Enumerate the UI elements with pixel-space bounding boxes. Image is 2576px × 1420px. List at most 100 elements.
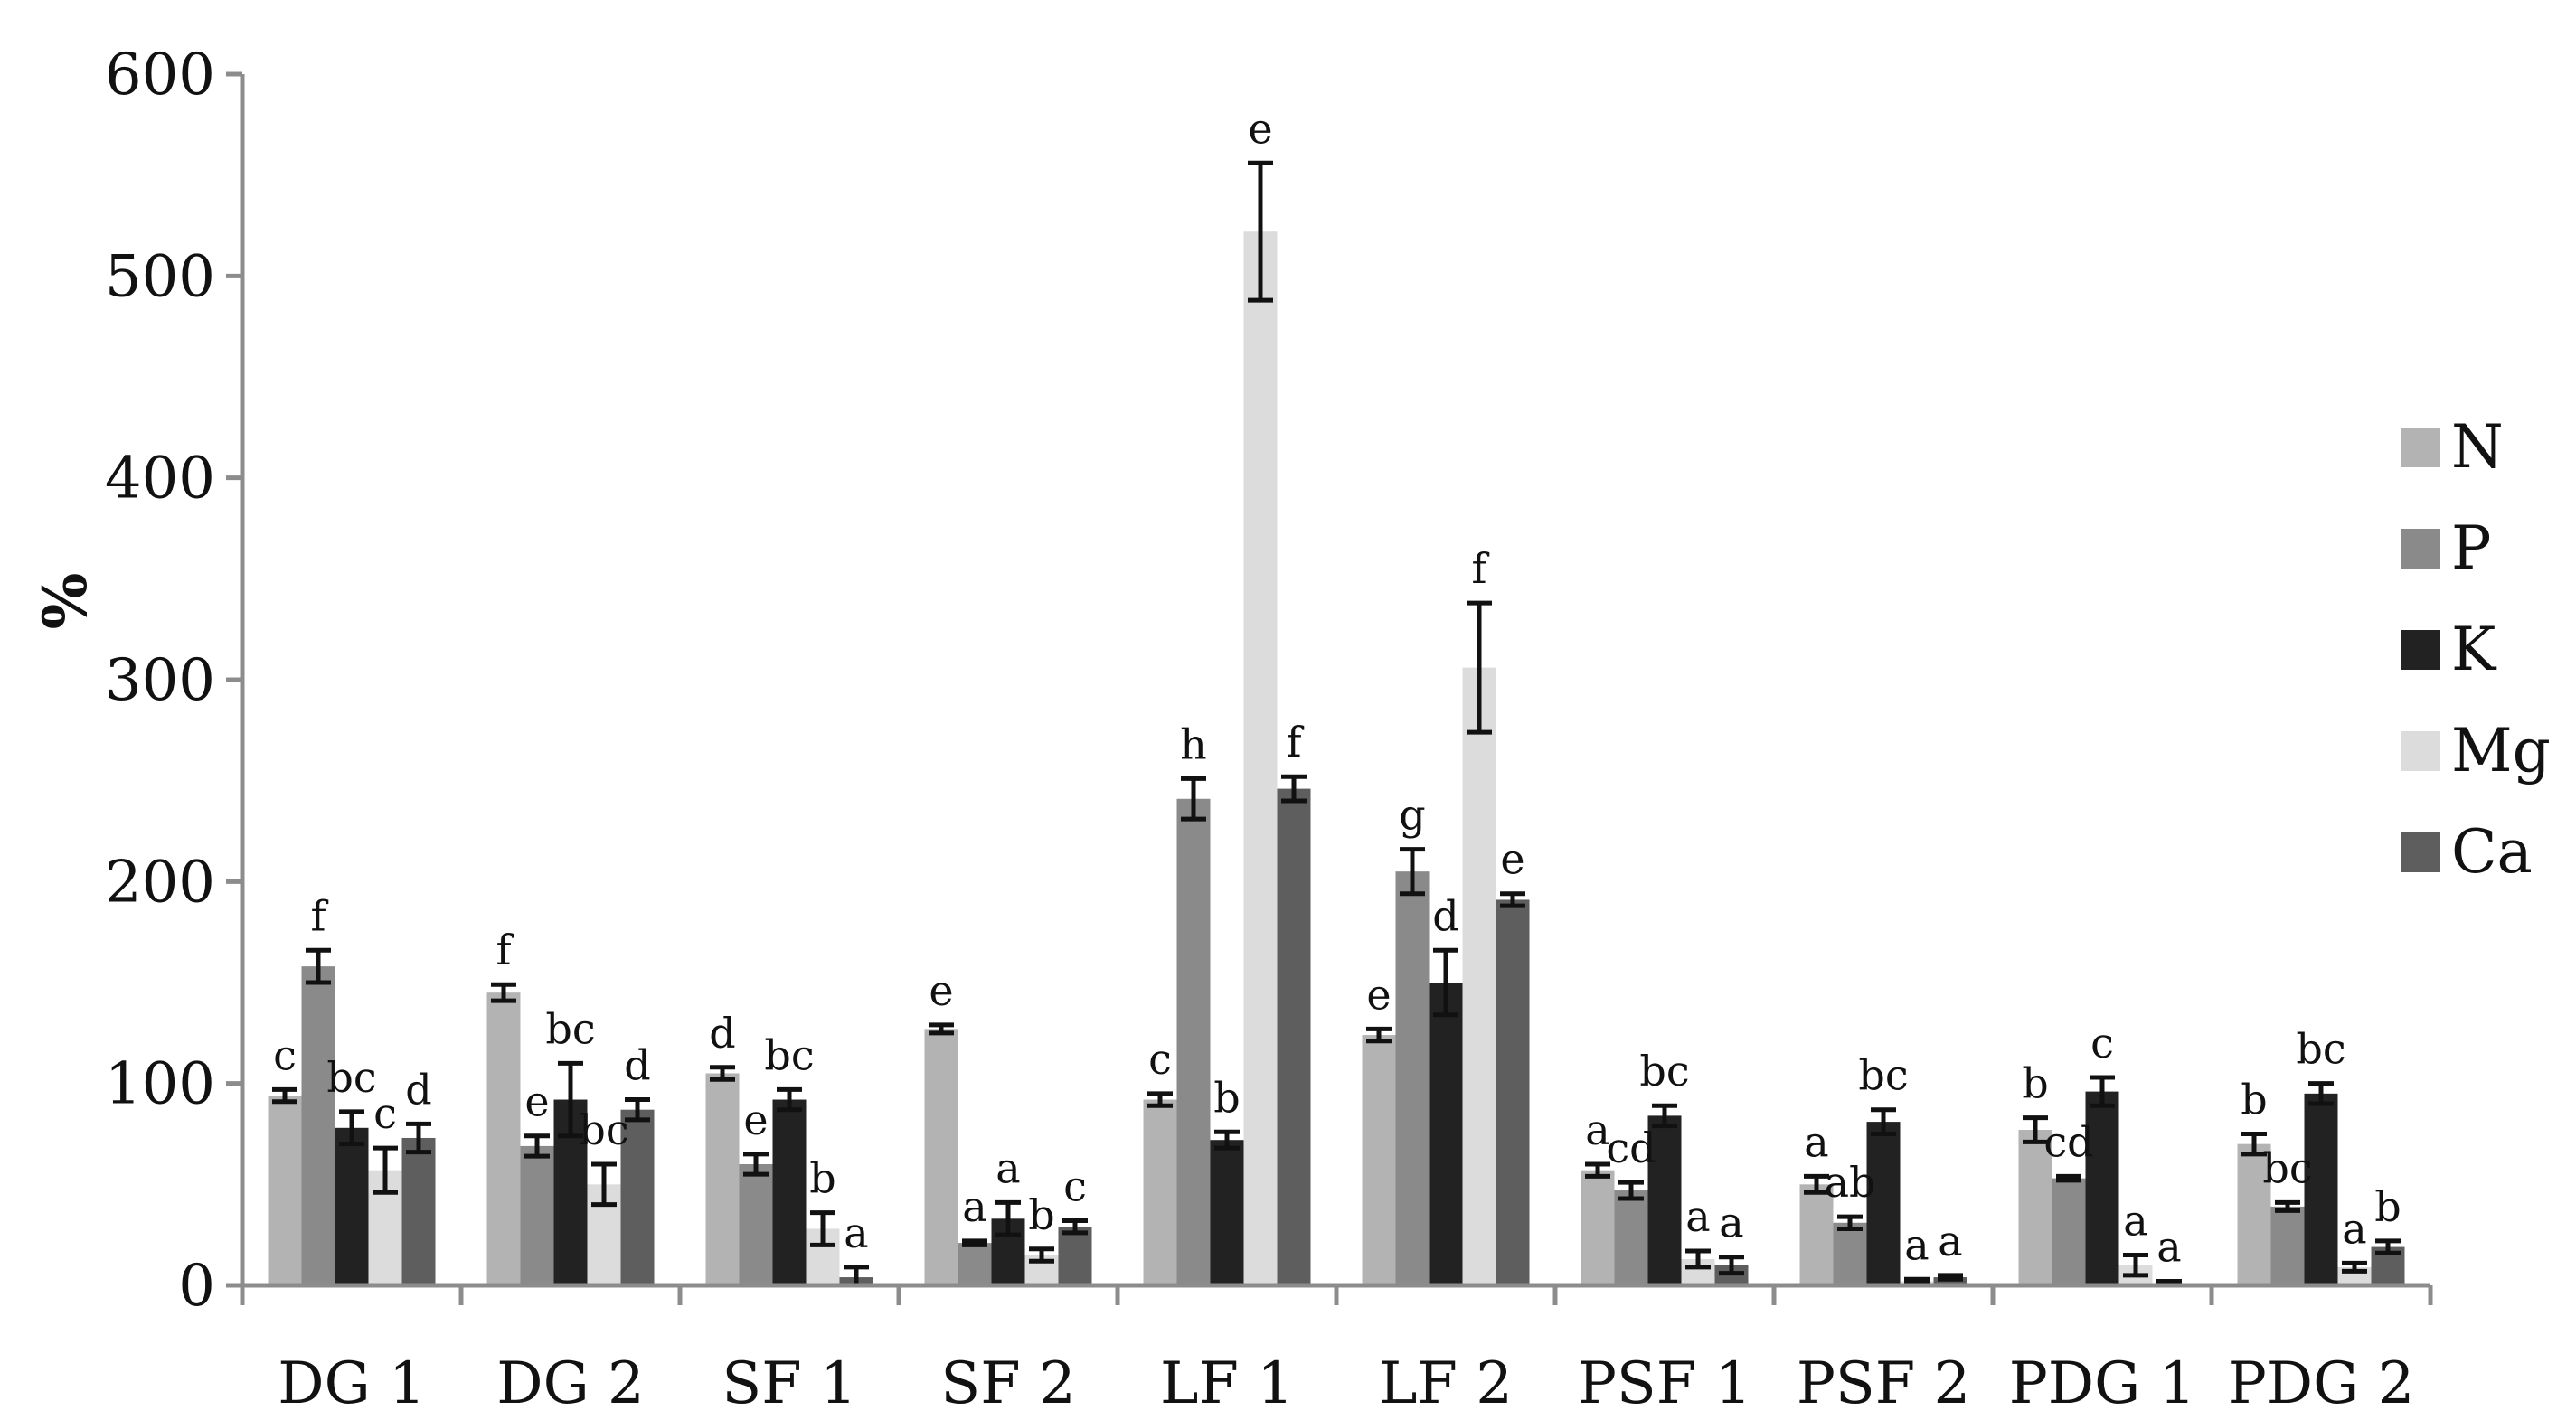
significance-letter: bc <box>2296 1025 2345 1074</box>
y-ticks-layer: 0 100 200 300 400 500 600 <box>105 42 242 1320</box>
significance-letter: b <box>1028 1190 1054 1239</box>
bar-p <box>1395 871 1430 1285</box>
significance-letter: e <box>1248 104 1272 153</box>
significance-letter: bc <box>545 1004 595 1053</box>
bar-p <box>958 1243 992 1285</box>
bar-k <box>1647 1115 1682 1285</box>
bar-p <box>2052 1178 2086 1285</box>
x-category-label: DG 2 <box>496 1350 645 1417</box>
y-tick-label: 500 <box>105 243 215 310</box>
bar-p <box>1176 798 1211 1285</box>
significance-letter: bc <box>764 1030 814 1079</box>
significance-letter: d <box>709 1009 735 1058</box>
legend: NPK Mg Ca <box>2401 412 2551 887</box>
bar-n <box>1799 1184 1834 1285</box>
bar-ca <box>1058 1227 1092 1285</box>
bar-p <box>1833 1222 1867 1285</box>
bar-n <box>705 1073 740 1285</box>
bar-k <box>772 1099 807 1285</box>
bars-layer <box>268 231 2405 1286</box>
significance-letter: e <box>929 966 953 1015</box>
significance-letter: a <box>995 1143 1020 1192</box>
y-tick-label: 200 <box>105 849 215 916</box>
significance-letter: a <box>844 1208 868 1257</box>
bar-p <box>739 1164 773 1285</box>
x-category-label: SF 1 <box>722 1350 856 1417</box>
legend-swatch-k <box>2401 630 2440 670</box>
significance-letter: a <box>2156 1223 2181 1272</box>
bar-k <box>1866 1122 1901 1285</box>
x-category-label: PDG 2 <box>2228 1350 2415 1417</box>
bar-n <box>486 992 521 1285</box>
bar-p <box>2270 1206 2305 1285</box>
significance-letter: a <box>962 1182 986 1231</box>
significance-letter: e <box>743 1096 768 1144</box>
significance-letter: g <box>1399 791 1425 840</box>
significance-letter: c <box>273 1030 297 1079</box>
significance-letter: a <box>1804 1117 1828 1166</box>
x-category-label: SF 2 <box>940 1350 1075 1417</box>
significance-letter: bc <box>326 1053 376 1102</box>
bar-k <box>335 1127 369 1285</box>
bar-ca <box>1496 899 1530 1285</box>
significance-letter: f <box>1471 544 1489 593</box>
significance-letter: bc <box>1858 1051 1908 1100</box>
bar-p <box>520 1145 554 1285</box>
bar-n <box>1362 1035 1396 1285</box>
significance-letter: e <box>524 1077 549 1126</box>
significance-letter: c <box>2090 1019 2114 1067</box>
significance-letter: f <box>495 926 514 974</box>
bar-n <box>924 1029 958 1285</box>
x-category-label: PSF 2 <box>1797 1350 1970 1417</box>
bar-k <box>2085 1091 2119 1285</box>
y-tick-label: 600 <box>105 42 215 108</box>
legend-swatch-ca <box>2401 832 2440 872</box>
significance-letter: b <box>2022 1059 2048 1108</box>
significance-letter: bc <box>2262 1143 2312 1192</box>
significance-letter: c <box>1148 1035 1172 1084</box>
significance-letter: a <box>1685 1192 1710 1241</box>
significance-letter: d <box>624 1041 650 1090</box>
legend-label: Mg <box>2451 716 2551 785</box>
bar-p <box>301 966 335 1285</box>
significance-letter: f <box>310 891 328 940</box>
significance-letter: a <box>2342 1204 2366 1253</box>
significance-letter: a <box>1719 1199 1743 1247</box>
legend-label: P <box>2451 513 2491 583</box>
y-tick-label: 400 <box>105 446 215 513</box>
significance-letter: b <box>809 1154 835 1203</box>
legend-swatch-p <box>2401 529 2440 569</box>
significance-letter: b <box>2374 1182 2401 1231</box>
significance-letter: e <box>1366 970 1391 1019</box>
bar-n <box>1143 1099 1177 1285</box>
bar-k <box>1210 1140 1244 1285</box>
significance-letter: cd <box>2043 1117 2093 1166</box>
x-categories-layer: DG 1 DG 2 SF 1 SF 2 LF 1 LF 2 PSF 1 PSF 2 PDG 1 P… <box>240 1285 2433 1417</box>
significance-letter: a <box>1904 1220 1929 1269</box>
bar-n <box>2237 1143 2271 1285</box>
legend-label: N <box>2451 412 2504 482</box>
x-category-label: PSF 1 <box>1578 1350 1751 1417</box>
x-category-label: LF 1 <box>1160 1350 1294 1417</box>
bar-k <box>1429 983 1463 1285</box>
significance-letter: ab <box>1825 1158 1876 1207</box>
bar-n <box>268 1096 302 1285</box>
bar-k <box>2304 1093 2338 1285</box>
significance-letter: a <box>2123 1197 2147 1246</box>
significance-letter: c <box>373 1089 397 1138</box>
legend-swatch-mg <box>2401 731 2440 771</box>
y-tick-label: 100 <box>105 1051 215 1118</box>
y-axis-title: % <box>30 573 100 630</box>
x-category-label: DG 1 <box>278 1350 426 1417</box>
x-category-label: PDG 1 <box>2009 1350 2196 1417</box>
significance-letter: f <box>1286 718 1304 766</box>
significance-letter: b <box>1213 1073 1240 1122</box>
legend-label: K <box>2451 615 2497 684</box>
significance-letter: bc <box>579 1105 628 1154</box>
significance-letter: b <box>2241 1076 2267 1124</box>
y-tick-label: 300 <box>105 647 215 714</box>
bar-p <box>1614 1190 1648 1285</box>
x-category-label: LF 2 <box>1379 1350 1513 1417</box>
